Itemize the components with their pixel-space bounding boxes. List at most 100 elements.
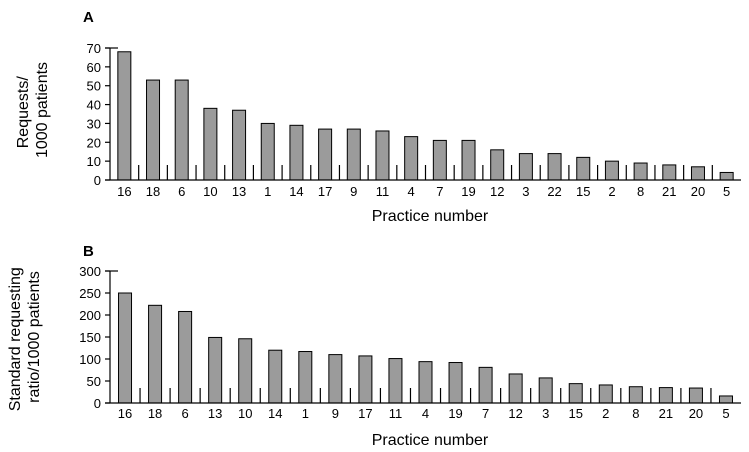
bar-a-18 xyxy=(146,79,161,181)
bar-b-14 xyxy=(268,349,283,404)
panel-b-x-tick-label: 17 xyxy=(358,406,372,421)
bar-b-4 xyxy=(418,361,433,404)
panel-a-x-tick-label: 2 xyxy=(608,184,615,199)
panel-b-x-tick-label: 1 xyxy=(302,406,309,421)
panel-b-x-axis-title: Practice number xyxy=(372,432,489,449)
panel-a-y-tick-labels: 0 10 20 30 40 50 60 70 xyxy=(87,41,101,188)
bar-b-5 xyxy=(718,395,733,404)
bar-a-21 xyxy=(662,164,677,181)
panel-a-letter: A xyxy=(83,9,94,26)
panel-b-y-tick-label: 100 xyxy=(79,352,101,367)
panel-a-y-tick-label: 70 xyxy=(87,41,101,56)
panel-a-x-tick-labels: 16 18 6 10 13 1 14 17 9 11 4 7 19 12 3 22 15 2 8 21 20 5 xyxy=(117,184,730,199)
panel-a-x-tick-label: 17 xyxy=(318,184,332,199)
bar-b-2 xyxy=(598,384,613,404)
bar-a-17 xyxy=(318,128,333,181)
bar-a-6 xyxy=(174,79,189,181)
bar-b-16 xyxy=(118,292,133,404)
panel-b-letter: B xyxy=(83,243,94,260)
panel-a-x-tick-label: 15 xyxy=(576,184,590,199)
panel-b-x-tick-label: 15 xyxy=(569,406,583,421)
bar-a-20 xyxy=(690,166,705,181)
panel-b-bars xyxy=(118,292,733,404)
panel-b-y-axis-title-line1: Standard requesting xyxy=(7,267,24,411)
panel-b-x-tick-label: 13 xyxy=(208,406,222,421)
panel-b-y-tick-label: 50 xyxy=(87,374,101,389)
panel-b-y-tick-labels: 0 50 100 150 200 250 300 xyxy=(79,264,101,411)
panel-b-x-tick-label: 8 xyxy=(632,406,639,421)
panel-a-x-tick-label: 12 xyxy=(490,184,504,199)
panel-a-x-tick-label: 19 xyxy=(461,184,475,199)
bar-b-21 xyxy=(658,387,673,404)
panel-a-x-axis-title: Practice number xyxy=(372,208,489,225)
panel-b-x-tick-label: 3 xyxy=(542,406,549,421)
panel-a-x-tick-label: 9 xyxy=(350,184,357,199)
panel-b-x-tick-label: 5 xyxy=(722,406,729,421)
panel-a-x-tick-label: 16 xyxy=(117,184,131,199)
bar-b-1 xyxy=(298,351,313,404)
panel-a-x-tick-label: 18 xyxy=(146,184,160,199)
panel-a-y-axis-title: Requests/ 1000 patients xyxy=(15,62,51,158)
panel-a-x-tick-label: 21 xyxy=(662,184,676,199)
panel-a-x-tick-label: 10 xyxy=(203,184,217,199)
bar-a-11 xyxy=(375,130,390,181)
bar-a-16 xyxy=(117,51,132,181)
panel-a-y-tick-label: 60 xyxy=(87,60,101,75)
bar-b-7 xyxy=(478,366,493,404)
panel-b-x-tick-label: 4 xyxy=(422,406,429,421)
bar-a-12 xyxy=(490,149,505,181)
panel-b-x-tick-label: 2 xyxy=(602,406,609,421)
panel-a-x-tick-label: 14 xyxy=(289,184,303,199)
panel-a-x-tick-label: 11 xyxy=(376,184,390,199)
bar-a-5 xyxy=(719,171,734,181)
panel-a-x-tick-label: 6 xyxy=(178,184,185,199)
panel-a-y-tick-label: 40 xyxy=(87,98,101,113)
panel-a-y-tick-label: 30 xyxy=(87,116,101,131)
panel-a-axes xyxy=(105,47,741,181)
panel-b-x-tick-label: 12 xyxy=(508,406,522,421)
bar-a-19 xyxy=(461,139,476,181)
panel-b-x-tick-labels: 16 18 6 13 10 14 1 9 17 11 4 19 7 12 3 15 2 8 21 20 5 xyxy=(118,406,730,421)
bar-b-18 xyxy=(148,304,163,404)
bar-b-20 xyxy=(688,387,703,404)
panel-a-y-tick-label: 0 xyxy=(94,173,101,188)
bar-a-2 xyxy=(604,160,619,181)
bar-b-3 xyxy=(538,377,553,404)
panel-b-x-tick-label: 9 xyxy=(332,406,339,421)
panel-a-y-tick-label: 50 xyxy=(87,79,101,94)
panel-b-x-tick-label: 18 xyxy=(148,406,162,421)
panel-b-axes xyxy=(105,270,741,404)
bar-b-15 xyxy=(568,383,583,404)
panel-b-x-tick-label: 6 xyxy=(182,406,189,421)
bar-a-13 xyxy=(232,109,247,181)
bar-b-11 xyxy=(388,358,403,404)
bar-a-8 xyxy=(633,162,648,181)
bar-a-15 xyxy=(576,156,591,181)
panel-b-y-axis-title: Standard requesting ratio/1000 patients xyxy=(7,263,43,412)
bar-a-3 xyxy=(518,153,533,181)
panel-a-x-tick-label: 22 xyxy=(547,184,561,199)
bar-a-14 xyxy=(289,124,304,181)
bar-a-7 xyxy=(432,139,447,181)
bar-b-12 xyxy=(508,373,523,404)
panel-b-x-tick-label: 7 xyxy=(482,406,489,421)
panel-a-x-tick-label: 20 xyxy=(691,184,705,199)
panel-a-bars xyxy=(117,51,734,181)
bar-a-9 xyxy=(346,128,361,181)
panel-b-x-tick-label: 20 xyxy=(689,406,703,421)
panel-a-x-tick-label: 8 xyxy=(637,184,644,199)
panel-a-y-axis-title-line2: 1000 patients xyxy=(34,62,51,158)
panel-a-y-tick-label: 10 xyxy=(87,154,101,169)
panel-a-x-tick-label: 13 xyxy=(232,184,246,199)
panel-a-x-tick-label: 4 xyxy=(408,184,415,199)
bar-b-8 xyxy=(628,386,643,404)
panel-a-x-tick-label: 7 xyxy=(436,184,443,199)
bar-a-4 xyxy=(404,136,419,181)
bar-b-9 xyxy=(328,354,343,404)
bar-b-10 xyxy=(238,338,253,404)
panel-b-x-tick-label: 10 xyxy=(238,406,252,421)
bar-a-22 xyxy=(547,153,562,181)
panel-a-x-tick-label: 1 xyxy=(264,184,271,199)
panel-b-x-tick-label: 16 xyxy=(118,406,132,421)
